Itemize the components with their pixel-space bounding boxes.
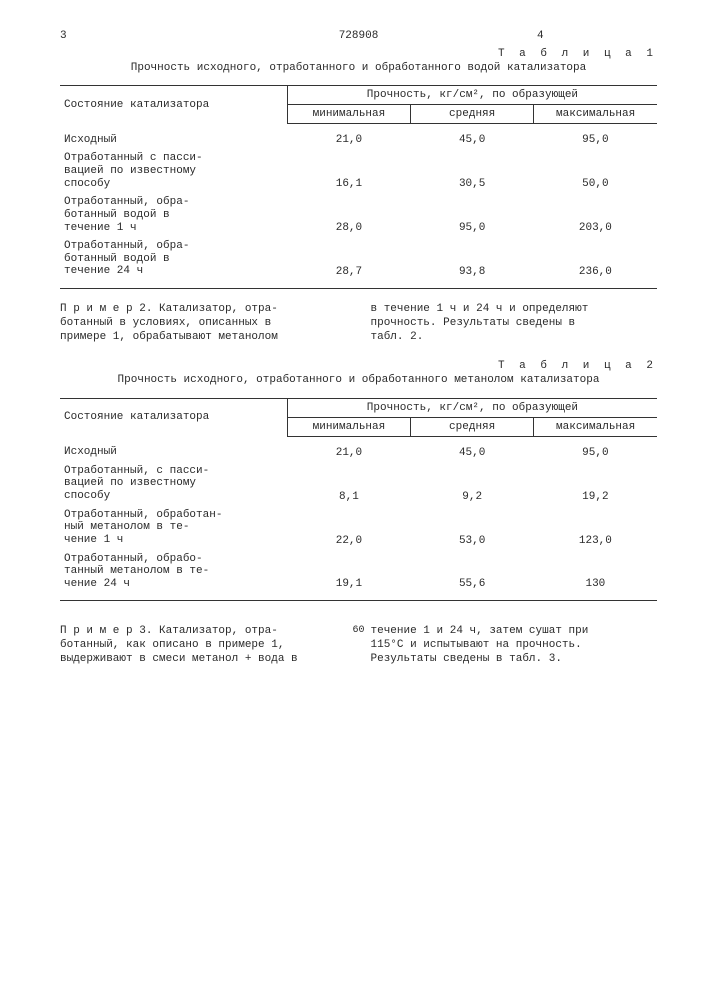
table1-grouphead: Прочность, кг/см², по образующей [287, 86, 657, 105]
t1-r1-v0: 16,1 [287, 149, 410, 193]
table1-label: Т а б л и ц а 1 [60, 48, 657, 60]
table2-body: Исходный 21,0 45,0 95,0 Отработанный, с … [60, 436, 657, 601]
t1-r0-v0: 21,0 [287, 124, 410, 150]
t1-r3-v1: 93,8 [411, 237, 534, 288]
table1-body: Исходный 21,0 45,0 95,0 Отработанный с п… [60, 124, 657, 289]
t1-r2-v2: 203,0 [534, 193, 657, 237]
t1-r1-v1: 30,5 [411, 149, 534, 193]
t1-r2-label: Отработанный, обра- ботанный водой в теч… [60, 193, 287, 237]
table1-col-min: минимальная [287, 105, 410, 124]
example2-paragraph: П р и м е р 2. Катализатор, отра- ботанн… [60, 303, 657, 344]
t1-r2-v1: 95,0 [411, 193, 534, 237]
example3-left: П р и м е р 3. Катализатор, отра- ботанн… [60, 625, 298, 665]
t2-r3-v0: 19,1 [287, 550, 410, 601]
table2-rowhead: Состояние катализатора [60, 398, 287, 436]
table-row: Отработанный, обра- ботанный водой в теч… [60, 193, 657, 237]
t2-r1-v1: 9,2 [411, 462, 534, 506]
t1-r0-label: Исходный [60, 124, 287, 150]
table2-col-min: минимальная [287, 417, 410, 436]
table-row: Отработанный, обрабо- танный метанолом в… [60, 550, 657, 601]
t1-r1-v2: 50,0 [534, 149, 657, 193]
t2-r0-label: Исходный [60, 436, 287, 462]
table1-title: Прочность исходного, отработанного и обр… [60, 62, 657, 75]
table2-title: Прочность исходного, отработанного и обр… [60, 374, 657, 387]
table2: Состояние катализатора Прочность, кг/см²… [60, 398, 657, 602]
t1-r0-v2: 95,0 [534, 124, 657, 150]
t1-r3-v2: 236,0 [534, 237, 657, 288]
table2-col-avg: средняя [411, 417, 534, 436]
table1: Состояние катализатора Прочность, кг/см²… [60, 85, 657, 289]
table-row: Отработанный, обра- ботанный водой в теч… [60, 237, 657, 288]
t2-r0-v2: 95,0 [534, 436, 657, 462]
page-num-right: 4 [537, 30, 657, 42]
example2-left: П р и м е р 2. Катализатор, отра- ботанн… [60, 303, 347, 344]
t1-r0-v1: 45,0 [411, 124, 534, 150]
table1-rowhead: Состояние катализатора [60, 86, 287, 124]
t2-r2-label: Отработанный, обработан- ный метанолом в… [60, 506, 287, 550]
t2-r0-v0: 21,0 [287, 436, 410, 462]
t1-r3-label: Отработанный, обра- ботанный водой в теч… [60, 237, 287, 288]
table1-col-avg: средняя [411, 105, 534, 124]
example3-paragraph: П р и м е р 3. Катализатор, отра- ботанн… [60, 625, 657, 666]
t2-r3-v2: 130 [534, 550, 657, 601]
t2-r3-v1: 55,6 [411, 550, 534, 601]
table1-col-max: максимальная [534, 105, 657, 124]
table2-grouphead: Прочность, кг/см², по образующей [287, 398, 657, 417]
t2-r3-label: Отработанный, обрабо- танный метанолом в… [60, 550, 287, 601]
doc-number: 728908 [180, 30, 537, 42]
page-header: 3 728908 4 [60, 30, 657, 42]
t1-r2-v0: 28,0 [287, 193, 410, 237]
page-num-left: 3 [60, 30, 180, 42]
t2-r2-v2: 123,0 [534, 506, 657, 550]
table-row: Отработанный с пасси- вацией по известно… [60, 149, 657, 193]
table2-label: Т а б л и ц а 2 [60, 360, 657, 372]
line-number-60: 60 [352, 625, 364, 638]
t2-r2-v0: 22,0 [287, 506, 410, 550]
t2-r0-v1: 45,0 [411, 436, 534, 462]
example2-right: в течение 1 ч и 24 ч и определяют прочно… [371, 303, 658, 344]
example3-right: течение 1 и 24 ч, затем сушат при 115°C … [371, 625, 658, 666]
table2-col-max: максимальная [534, 417, 657, 436]
t2-r1-v0: 8,1 [287, 462, 410, 506]
table-row: Отработанный, с пасси- вацией по известн… [60, 462, 657, 506]
table-row: Отработанный, обработан- ный метанолом в… [60, 506, 657, 550]
t2-r1-label: Отработанный, с пасси- вацией по известн… [60, 462, 287, 506]
t2-r1-v2: 19,2 [534, 462, 657, 506]
t2-r2-v1: 53,0 [411, 506, 534, 550]
table-row: Исходный 21,0 45,0 95,0 [60, 436, 657, 462]
t1-r1-label: Отработанный с пасси- вацией по известно… [60, 149, 287, 193]
table-row: Исходный 21,0 45,0 95,0 [60, 124, 657, 150]
t1-r3-v0: 28,7 [287, 237, 410, 288]
